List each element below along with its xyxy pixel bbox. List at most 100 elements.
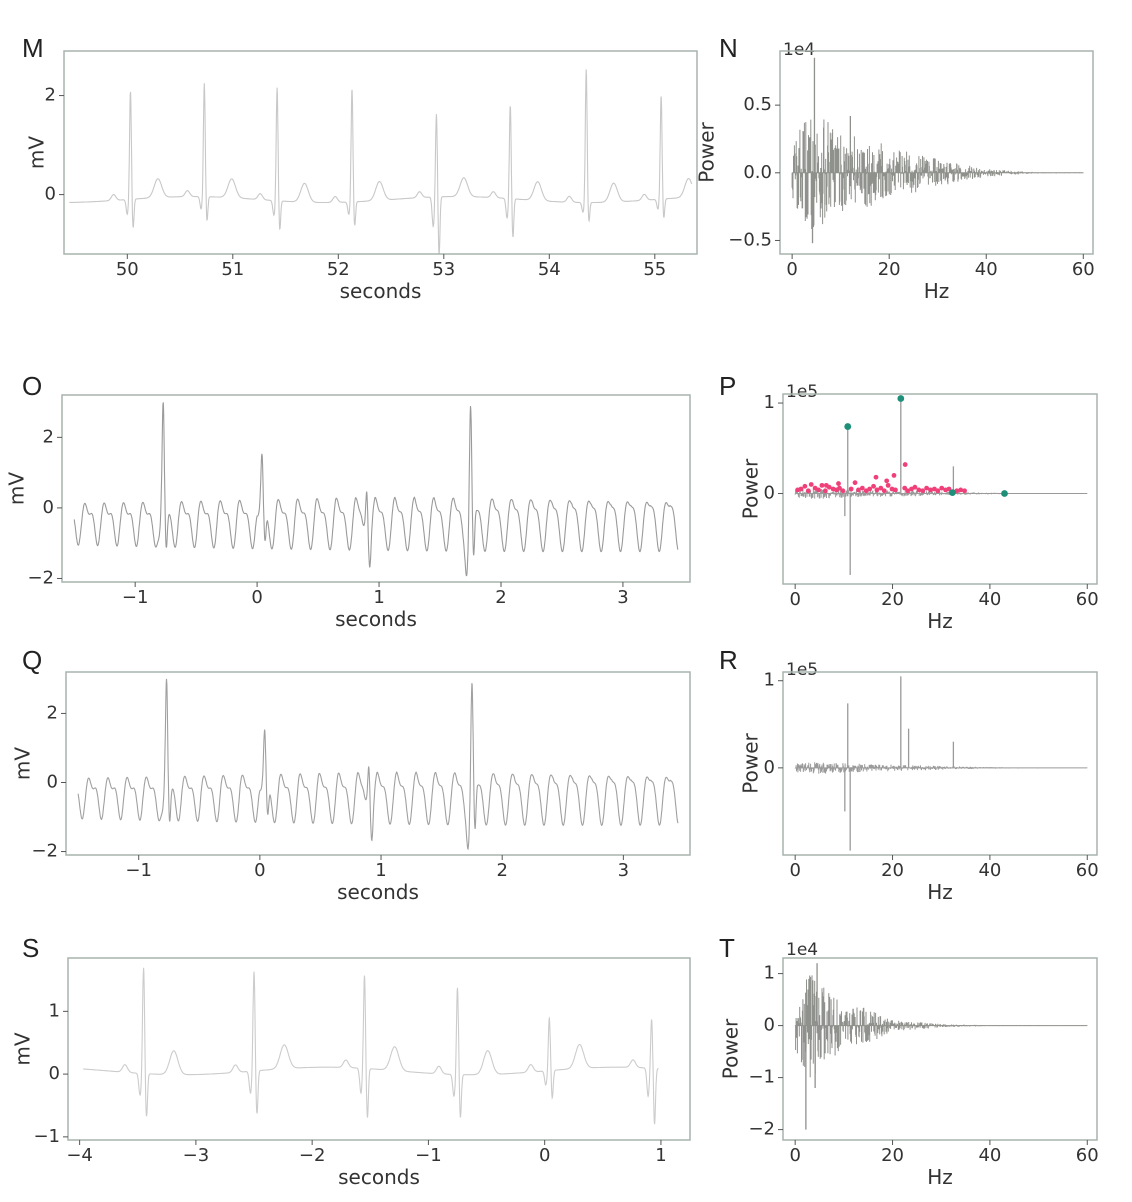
scatter-point-candidates <box>836 481 841 486</box>
panel-s: S −4 −3 −2 −1 0 1 −1 0 1 seconds mV <box>11 933 691 1189</box>
panel-q: Q −1 0 1 2 3 −2 0 2 seconds mV <box>11 645 691 904</box>
y-axis-label: mV <box>11 1032 35 1065</box>
panel-label: O <box>22 371 42 401</box>
x-tick-label: 40 <box>978 589 1001 610</box>
series-line <box>77 678 679 851</box>
plot-area <box>794 676 1088 851</box>
x-tick-label: −2 <box>299 1145 326 1166</box>
x-axis-label: seconds <box>337 880 419 904</box>
plot-area <box>794 395 1088 575</box>
scatter-point-candidates <box>871 483 876 489</box>
series-line <box>83 967 659 1125</box>
scatter-point-candidates <box>893 487 898 493</box>
panel-label: R <box>719 645 738 675</box>
x-axis-label: Hz <box>927 1165 953 1189</box>
scatter-point-peaks <box>844 423 852 430</box>
y-tick-label: 1 <box>764 392 775 413</box>
axes-frame <box>63 50 698 255</box>
x-tick-label: 0 <box>789 860 800 881</box>
axis-offset-label: 1e4 <box>783 40 815 60</box>
series-line <box>73 402 679 577</box>
spectrum-fill <box>794 975 1088 1078</box>
y-tick-label: 0 <box>47 771 58 792</box>
x-axis-label: seconds <box>340 279 422 303</box>
scatter-point-candidates <box>881 488 887 494</box>
scatter-point-peaks <box>897 395 905 402</box>
panel-label: T <box>719 933 735 963</box>
y-tick-label: 1 <box>764 670 775 691</box>
x-tick-label: 55 <box>643 259 666 280</box>
scatter-point-candidates <box>928 487 933 493</box>
scatter-point-candidates <box>852 480 858 486</box>
x-axis-label: seconds <box>338 1165 420 1189</box>
y-axis-label: Power <box>739 458 763 519</box>
x-tick-label: 0 <box>786 259 797 280</box>
x-tick-label: 20 <box>881 1145 904 1166</box>
x-tick-label: 53 <box>432 259 455 280</box>
scatter-point-candidates <box>802 483 808 489</box>
y-tick-label: 2 <box>45 85 56 106</box>
panel-label: Q <box>22 645 42 675</box>
y-axis-label: Power <box>739 732 763 793</box>
scatter-point-candidates <box>856 487 861 493</box>
y-tick-label: 0 <box>49 1063 60 1084</box>
scatter-point-candidates <box>905 488 911 494</box>
scatter-point-candidates <box>873 474 879 480</box>
y-tick-label: −1 <box>33 1126 60 1147</box>
x-tick-label: 20 <box>881 860 904 881</box>
panel-m: M 50 51 52 53 54 55 0 2 seconds mV <box>22 33 698 303</box>
x-tick-label: −4 <box>66 1145 93 1166</box>
scatter-point-candidates <box>837 485 842 491</box>
scatter-point-peaks <box>1001 490 1008 497</box>
y-axis-label: mV <box>25 136 49 169</box>
scatter-point-candidates <box>848 486 854 492</box>
axes-frame <box>65 671 691 856</box>
spectrum-fill <box>791 119 1084 229</box>
plot-area <box>791 57 1084 244</box>
axes-frame <box>67 957 691 1141</box>
plot-area <box>83 967 659 1125</box>
x-tick-label: −3 <box>183 1145 210 1166</box>
scatter-point-candidates <box>902 462 908 467</box>
x-axis-label: Hz <box>927 609 953 633</box>
scatter-point-candidates <box>859 485 865 491</box>
panel-label: S <box>22 933 39 963</box>
x-tick-label: 1 <box>655 1145 666 1166</box>
y-tick-label: 0 <box>45 184 56 205</box>
scatter-point-candidates <box>878 485 884 491</box>
scatter-point-candidates <box>884 478 890 484</box>
scatter-point-candidates <box>819 482 825 488</box>
scatter-point-candidates <box>920 488 926 494</box>
x-tick-label: 52 <box>327 259 350 280</box>
scatter-point-candidates <box>798 486 804 492</box>
y-axis-label: mV <box>11 747 35 780</box>
y-tick-label: −1 <box>748 1067 775 1088</box>
x-tick-label: 60 <box>1076 860 1099 881</box>
x-tick-label: 51 <box>221 259 244 280</box>
scatter-point-candidates <box>816 487 821 493</box>
y-tick-label: −2 <box>31 841 58 862</box>
y-tick-label: 0 <box>764 483 775 504</box>
panel-p: P 1e5 0 20 40 60 0 1 Hz Power <box>719 371 1099 633</box>
scatter-point-candidates <box>808 482 814 487</box>
axes-frame <box>779 50 1094 255</box>
y-axis-label: Power <box>695 121 719 182</box>
x-tick-label: 2 <box>496 860 507 881</box>
scatter-point-candidates <box>840 488 846 494</box>
x-tick-label: 40 <box>978 860 1001 881</box>
y-tick-label: 0.5 <box>743 94 772 115</box>
x-tick-label: 20 <box>878 259 901 280</box>
panel-label: P <box>719 371 736 401</box>
panel-r: R 1e5 0 20 40 60 0 1 Hz Power <box>719 645 1099 904</box>
scatter-point-candidates <box>916 487 922 493</box>
scatter-point-candidates <box>962 488 967 494</box>
x-tick-label: −1 <box>122 587 149 608</box>
x-tick-label: 3 <box>618 860 629 881</box>
panel-t: T 1e4 0 20 40 60 −2 −1 0 1 Hz Power <box>719 933 1099 1189</box>
x-tick-label: 54 <box>538 259 561 280</box>
axes-frame <box>61 394 691 583</box>
x-axis-label: Hz <box>924 279 950 303</box>
x-tick-label: 40 <box>978 1145 1001 1166</box>
axis-offset-label: 1e5 <box>786 382 818 402</box>
